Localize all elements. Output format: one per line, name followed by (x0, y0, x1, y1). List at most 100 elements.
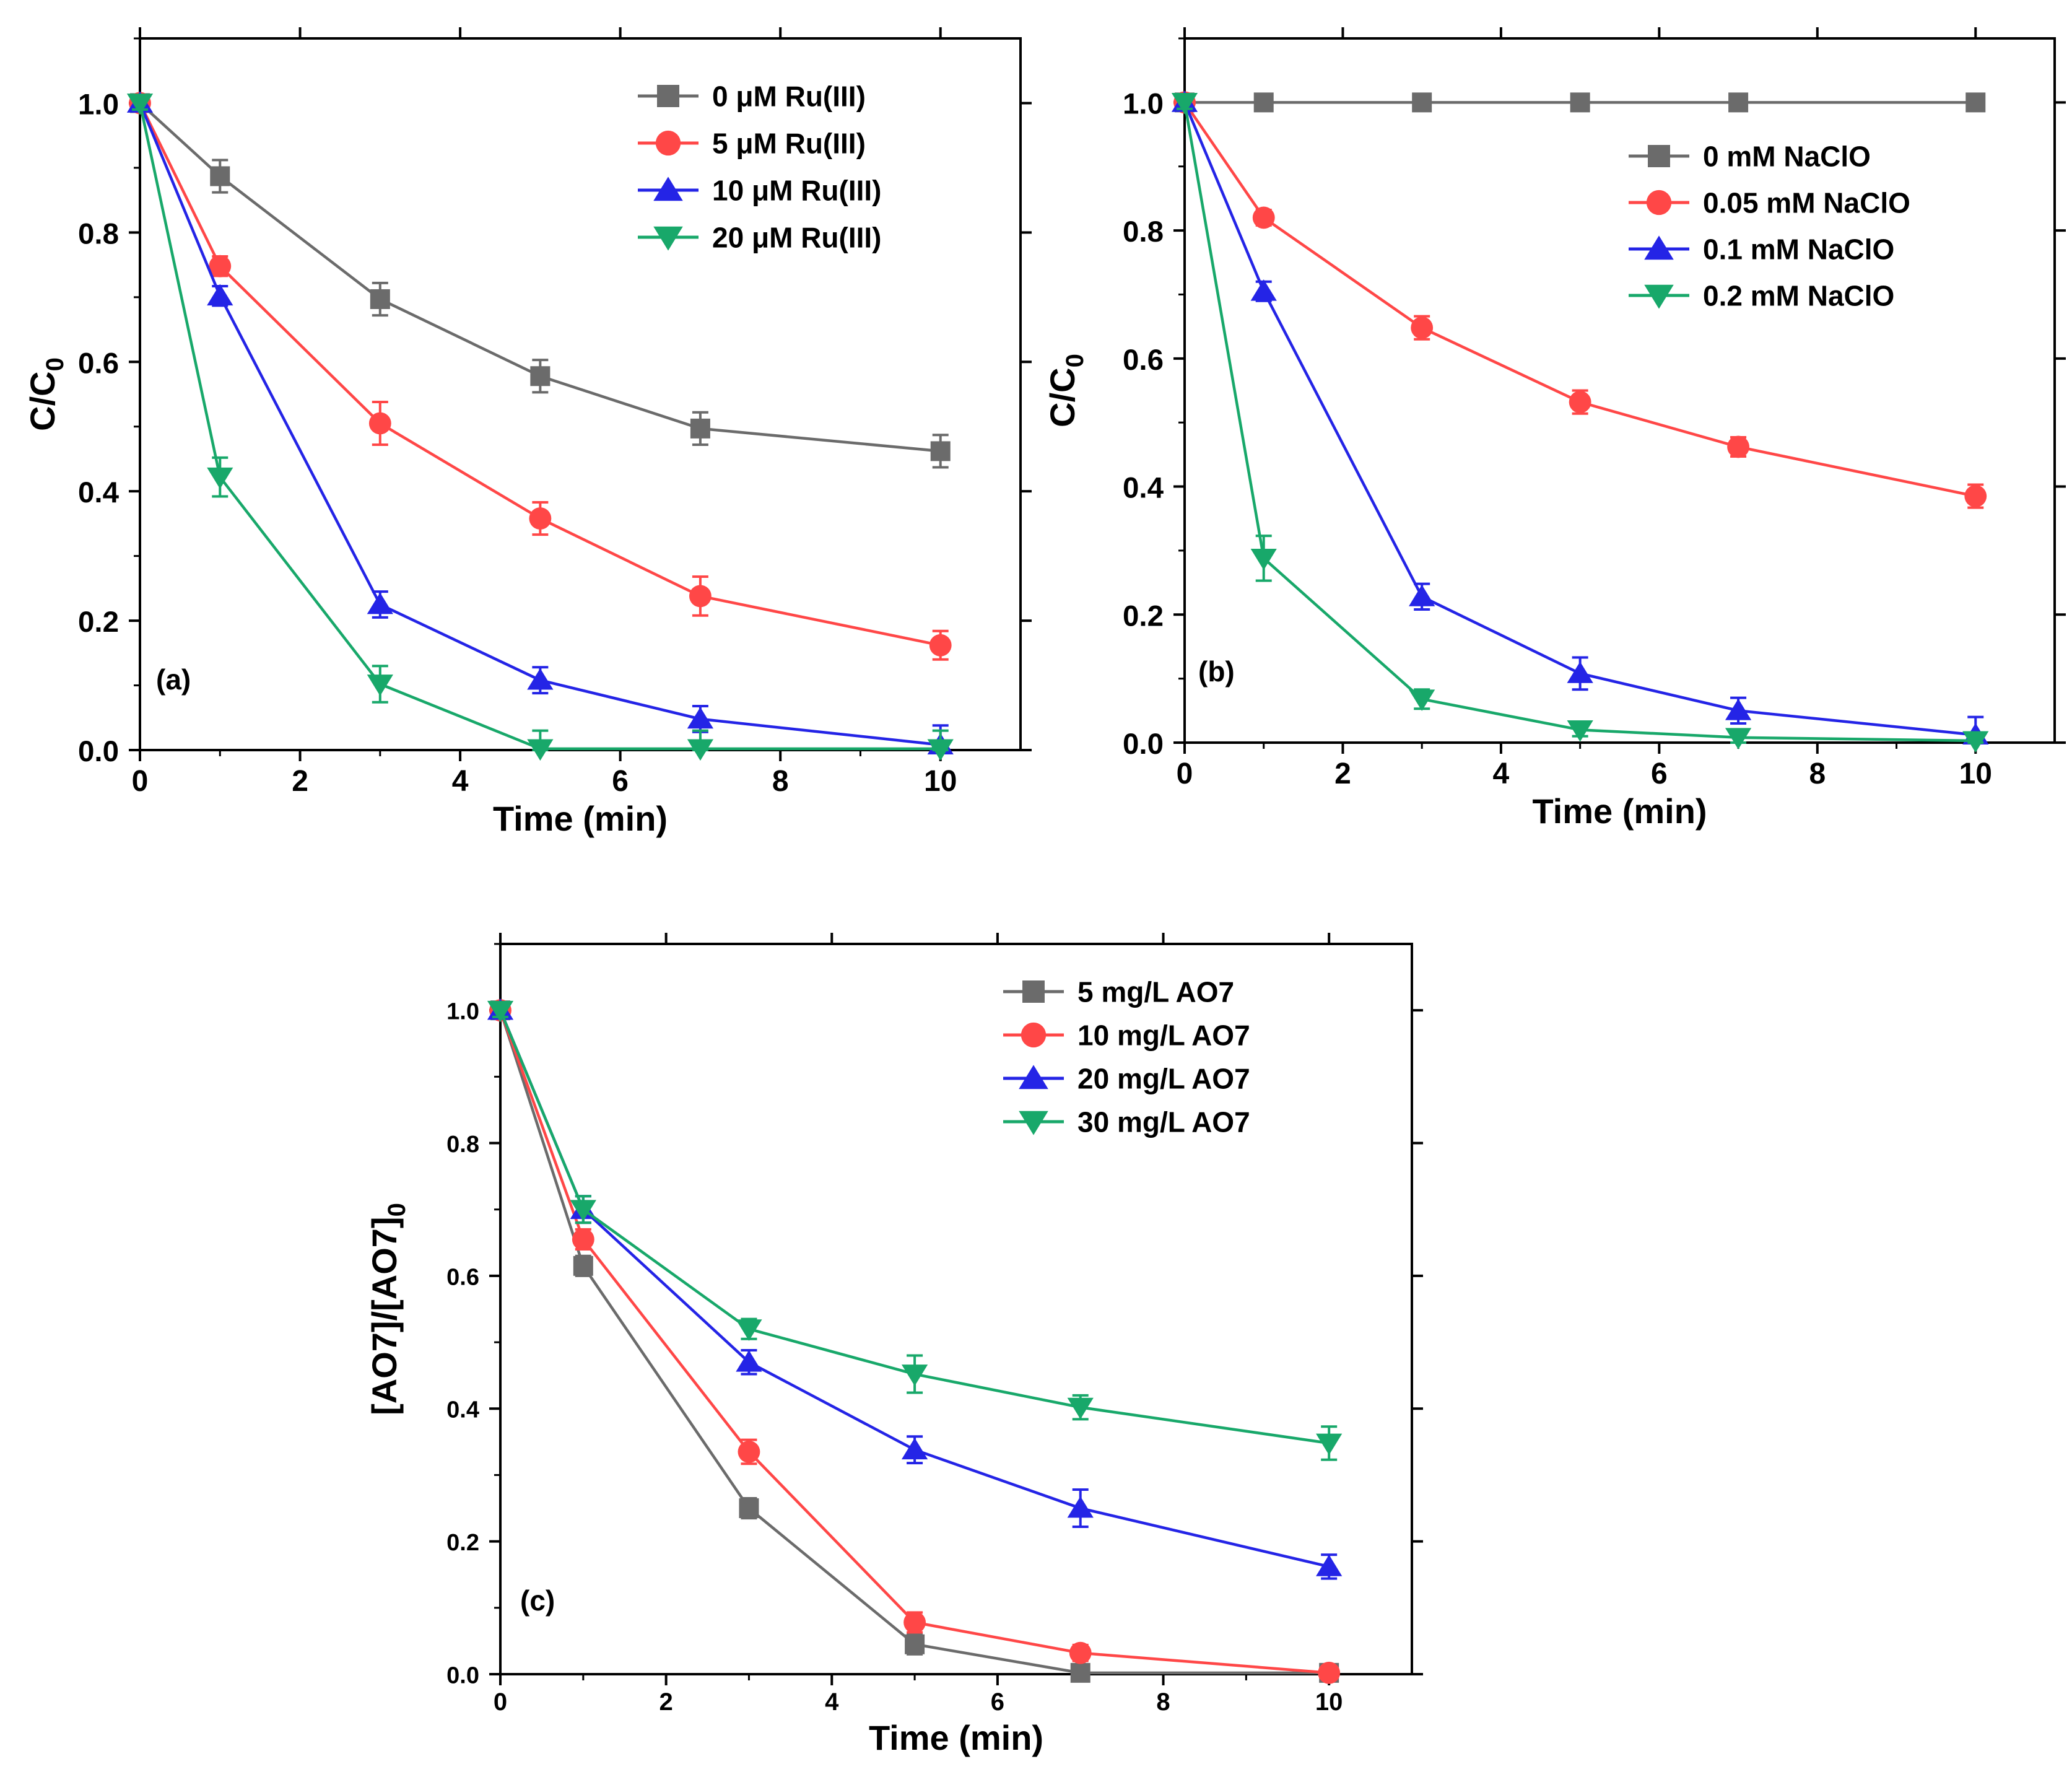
data-point (1570, 92, 1590, 113)
data-point (1316, 1433, 1343, 1456)
legend-label: 0 μM Ru(III) (712, 81, 866, 113)
data-point (527, 739, 554, 761)
legend-label: 20 μM Ru(III) (712, 222, 881, 254)
data-point (1409, 585, 1435, 606)
series-gray (1175, 92, 1986, 113)
series-line (498, 1010, 1330, 1445)
data-point (210, 166, 230, 186)
data-point (1252, 206, 1275, 229)
data-point (570, 1200, 596, 1221)
series-line (498, 1010, 1330, 1675)
panel-label: (a) (156, 663, 191, 696)
x-axis-label: Time (min) (869, 1718, 1043, 1757)
x-tick-label: 4 (452, 765, 469, 798)
x-tick-label: 2 (292, 765, 308, 798)
y-tick-label: 0.2 (1123, 600, 1164, 632)
series-red (129, 92, 952, 661)
data-point (367, 592, 393, 614)
legend-item: 20 mg/L AO7 (1003, 1063, 1250, 1095)
y-tick-label: 0.8 (1123, 216, 1164, 248)
panel-label: (b) (1198, 655, 1235, 688)
y-tick-label: 0.4 (446, 1397, 479, 1423)
data-point (929, 634, 952, 657)
chart-panel-3: 0 2 4 6 8 10 0.0 0.2 0.4 0.6 0.8 1.0 Time (min) [AO7]… (365, 933, 1423, 1757)
data-point (690, 418, 710, 439)
y-tick-label: 1.0 (446, 999, 479, 1025)
series-line (138, 102, 941, 746)
data-point (1409, 689, 1435, 711)
data-point (1069, 1641, 1092, 1664)
data-point (736, 1319, 762, 1341)
data-point (687, 707, 714, 729)
legend-marker (1644, 284, 1674, 309)
x-tick-label: 10 (1959, 758, 1992, 790)
legend-marker (653, 226, 683, 251)
chart-panel-2: 0 2 4 6 8 10 0.0 0.2 0.4 0.6 0.8 1.0 Time (min) C/C0 (… (1043, 27, 2066, 831)
y-axis-label: C/C0 (23, 357, 69, 431)
legend-item: 5 mg/L AO7 (1003, 976, 1234, 1008)
series-line (1183, 102, 1976, 498)
x-tick-label: 8 (1809, 758, 1826, 790)
legend-item: 30 mg/L AO7 (1003, 1106, 1250, 1138)
series-line (498, 1010, 1330, 1675)
legend-label: 0 mM NaClO (1703, 141, 1871, 173)
y-tick-label: 0.0 (1123, 728, 1164, 761)
data-point (736, 1350, 762, 1372)
y-axis-label: C/C0 (1043, 354, 1089, 427)
data-point (370, 289, 390, 309)
data-point (1728, 92, 1749, 113)
data-point (207, 284, 233, 306)
data-point (207, 467, 233, 489)
data-point (687, 739, 714, 761)
x-axis-label: Time (min) (1532, 792, 1707, 831)
legend-label: 10 μM Ru(III) (712, 175, 881, 207)
data-point (368, 412, 391, 435)
data-point (1253, 92, 1274, 113)
series-line (138, 102, 941, 751)
data-point (1067, 1496, 1094, 1518)
data-point (1070, 1662, 1090, 1683)
data-point (530, 366, 551, 386)
legend-item: 0.2 mM NaClO (1629, 280, 1894, 312)
legend-item: 0 μM Ru(III) (638, 81, 866, 113)
x-tick-label: 0 (494, 1688, 507, 1716)
series-red (489, 999, 1341, 1684)
data-point (527, 668, 554, 690)
x-tick-label: 0 (132, 765, 149, 798)
x-tick-label: 2 (659, 1688, 673, 1716)
y-tick-label: 0.6 (446, 1264, 479, 1290)
data-point (529, 507, 552, 530)
legend-item: 5 μM Ru(III) (638, 128, 866, 160)
data-point (1965, 92, 1986, 113)
x-axis-label: Time (min) (493, 799, 668, 838)
legend-label: 5 μM Ru(III) (712, 128, 866, 160)
legend-item: 0.1 mM NaClO (1629, 234, 1894, 266)
x-tick-label: 10 (1315, 1688, 1343, 1716)
y-tick-label: 0.2 (78, 606, 119, 639)
y-tick-label: 0.4 (78, 476, 120, 509)
legend-item: 20 μM Ru(III) (638, 222, 881, 254)
legend-marker (1644, 235, 1674, 260)
legend-marker (1022, 980, 1045, 1003)
data-point (1567, 661, 1593, 683)
legend-label: 10 mg/L AO7 (1077, 1019, 1250, 1052)
data-point (738, 1441, 760, 1463)
x-tick-label: 4 (825, 1688, 839, 1716)
legend-label: 5 mg/L AO7 (1077, 976, 1234, 1008)
series-green (126, 94, 954, 761)
legend-item: 10 μM Ru(III) (638, 175, 881, 207)
legend-label: 0.05 mM NaClO (1703, 187, 1910, 219)
data-point (1316, 1555, 1343, 1576)
data-point (1725, 728, 1752, 749)
panel-label: (c) (520, 1584, 555, 1617)
y-tick-label: 1.0 (1123, 87, 1164, 120)
data-point (1067, 1397, 1094, 1420)
x-tick-label: 8 (772, 765, 789, 798)
data-point (1567, 720, 1593, 742)
y-axis-label: [AO7]/[AO7]0 (365, 1203, 411, 1415)
data-point (573, 1255, 593, 1276)
plot-frame (499, 943, 1413, 1675)
data-point (1962, 731, 1989, 753)
y-tick-label: 0.6 (78, 347, 119, 380)
y-tick-label: 0.8 (446, 1132, 479, 1158)
